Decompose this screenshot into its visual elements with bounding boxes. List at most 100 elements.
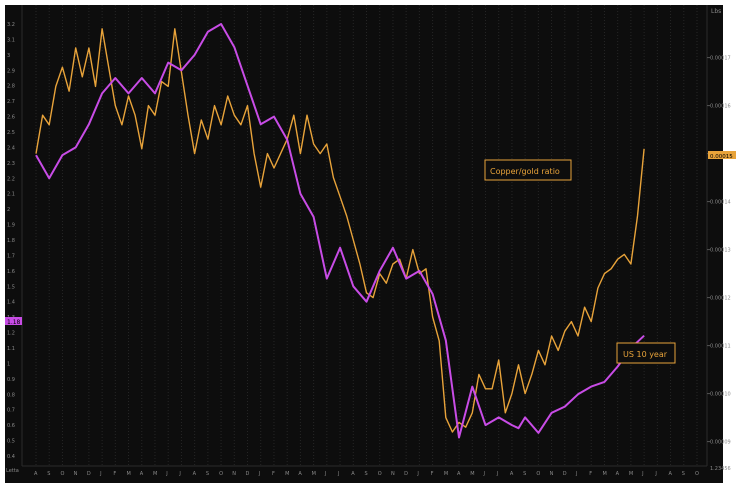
right-tick-label: 0.00013: [710, 248, 731, 254]
left-tick-label: 1.6: [7, 269, 15, 275]
x-tick-label: J: [324, 471, 326, 477]
plot-area: [5, 5, 723, 483]
x-tick-label: O: [378, 471, 382, 477]
copper-gold-ratio-line: [35, 28, 645, 433]
x-tick-label: N: [74, 471, 78, 477]
left-tick-label: 3: [7, 53, 10, 59]
x-tick-label: J: [482, 471, 484, 477]
x-tick-label: A: [298, 471, 302, 477]
left-tick-label: 0.8: [7, 392, 15, 398]
right-tick-label: 0.00012: [710, 296, 731, 302]
left-tick-label: 0.5: [7, 439, 15, 445]
x-tick-label: A: [457, 471, 461, 477]
x-tick-label: A: [140, 471, 144, 477]
us-10-year-line: [35, 23, 645, 439]
corner-label: Lbs: [711, 8, 721, 15]
copper-gold-annotation: Copper/gold ratio: [484, 159, 572, 181]
left-tick-label: 2.7: [7, 99, 15, 105]
left-tick-label: 2: [7, 207, 10, 213]
x-tick-label: M: [602, 471, 606, 477]
right-last-value-tag: 0.00015: [708, 151, 736, 160]
x-tick-label: S: [47, 471, 50, 477]
copper-gold-annotation-text: Copper/gold ratio: [490, 167, 560, 176]
left-tick-label: 1.7: [7, 253, 15, 259]
x-tick-label: N: [550, 471, 554, 477]
x-tick-label: S: [523, 471, 526, 477]
left-tick-label: 2.1: [7, 192, 15, 198]
left-tick-label: 2.2: [7, 176, 15, 182]
x-tick-label: O: [695, 471, 699, 477]
x-tick-label: A: [510, 471, 514, 477]
x-tick-label: F: [113, 471, 116, 477]
x-tick-label: F: [431, 471, 434, 477]
x-tick-label: J: [641, 471, 643, 477]
x-tick-label: M: [470, 471, 474, 477]
x-tick-label: S: [365, 471, 368, 477]
x-tick-label: A: [669, 471, 673, 477]
x-tick-label: A: [34, 471, 38, 477]
x-tick-label: J: [496, 471, 498, 477]
x-tick-label: M: [153, 471, 157, 477]
x-tick-label: M: [285, 471, 289, 477]
x-tick-label: O: [219, 471, 223, 477]
x-tick-label: J: [258, 471, 260, 477]
x-tick-label: J: [575, 471, 577, 477]
left-tick-label: 1.5: [7, 284, 15, 290]
x-tick-label: O: [60, 471, 64, 477]
x-tick-label: F: [589, 471, 592, 477]
right-tick-label: 0.00016: [710, 104, 731, 110]
x-tick-label: F: [272, 471, 275, 477]
left-tick-label: 3.1: [7, 37, 15, 43]
right-tick-label: 0.00009: [710, 440, 731, 446]
right-tick-label: 0.00017: [710, 56, 731, 62]
x-tick-label: A: [351, 471, 355, 477]
x-tick-label: J: [178, 471, 180, 477]
x-tick-label: O: [536, 471, 540, 477]
left-tick-label: 2.9: [7, 68, 15, 74]
right-last-value: 0.00015: [710, 154, 733, 160]
left-tick-label: 0.6: [7, 423, 15, 429]
x-tick-label: M: [629, 471, 633, 477]
left-tick-label: 1.1: [7, 346, 15, 352]
x-tick-label: N: [391, 471, 395, 477]
left-tick-label: 2.3: [7, 161, 15, 167]
left-axis-bottom-label: Letta: [6, 468, 19, 474]
x-tick-label: J: [654, 471, 656, 477]
left-tick-label: 2.6: [7, 115, 15, 121]
x-tick-label: A: [193, 471, 197, 477]
left-tick-label: 1.8: [7, 238, 15, 244]
x-tick-label: J: [416, 471, 418, 477]
x-tick-label: S: [682, 471, 685, 477]
x-tick-label: D: [246, 471, 250, 477]
series-lines: [35, 23, 645, 439]
left-tick-label: 0.7: [7, 408, 15, 414]
x-tick-label: J: [337, 471, 339, 477]
left-tick-label: 0.9: [7, 377, 15, 383]
x-tick-label: M: [312, 471, 316, 477]
right-tick-label: 0.00010: [710, 392, 731, 398]
right-tick-label: 0.00011: [710, 344, 731, 350]
left-tick-label: 0.4: [7, 454, 15, 460]
us10-annotation: US 10 year: [616, 342, 676, 364]
x-tick-label: N: [232, 471, 236, 477]
x-tick-label: S: [206, 471, 209, 477]
us10-annotation-text: US 10 year: [623, 350, 668, 359]
x-tick-label: M: [127, 471, 131, 477]
left-tick-label: 2.8: [7, 84, 15, 90]
left-last-value: 1.18: [7, 319, 21, 326]
x-tick-label: D: [404, 471, 408, 477]
x-tick-label: M: [444, 471, 448, 477]
left-tick-label: 1.9: [7, 223, 15, 229]
x-tick-label: D: [87, 471, 91, 477]
x-tick-label: A: [616, 471, 620, 477]
left-tick-label: 1: [7, 361, 10, 367]
right-axis-bottom-label: 1.23456: [710, 466, 731, 472]
x-tick-label: D: [563, 471, 567, 477]
left-tick-label: 1.4: [7, 300, 15, 306]
left-last-value-tag: 1.18: [5, 317, 22, 326]
x-tick-label: J: [99, 471, 101, 477]
left-tick-label: 1.2: [7, 331, 15, 337]
left-tick-label: 3.2: [7, 22, 15, 28]
right-tick-label: 0.00014: [710, 200, 731, 206]
